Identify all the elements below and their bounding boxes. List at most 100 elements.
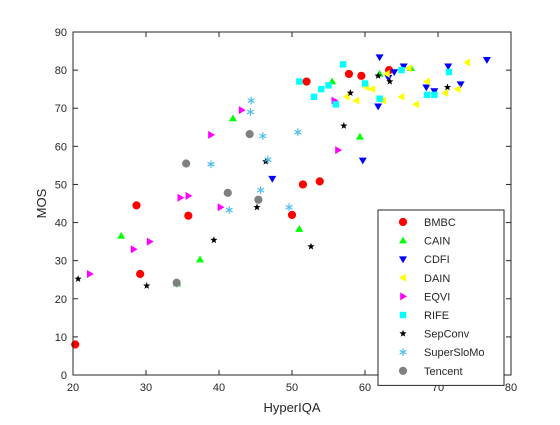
point-eqvi [208, 130, 215, 139]
point-sepconv [253, 203, 261, 211]
point-sepconv [340, 121, 348, 129]
y-tick-label: 70 [55, 103, 67, 115]
point-dain [368, 85, 376, 94]
point-dain [423, 77, 430, 86]
point-superslomo [246, 108, 254, 117]
point-bmbc [132, 201, 141, 210]
point-eqvi [217, 203, 225, 212]
x-tick-label: 20 [67, 382, 79, 394]
series-superslomo [173, 96, 302, 288]
point-bmbc [302, 77, 311, 86]
legend-marker-cdfi [399, 256, 407, 264]
point-bmbc [136, 269, 145, 279]
point-tencent [245, 130, 254, 139]
legend-label-cain: CAIN [424, 236, 450, 248]
point-eqvi [335, 146, 342, 155]
point-sepconv [346, 89, 355, 97]
legend-label-sepconv: SepConv [424, 329, 470, 341]
point-eqvi [86, 270, 94, 279]
point-rife [296, 78, 303, 85]
y-tick-label: 40 [55, 218, 67, 230]
legend-label-bmbc: BMBC [424, 217, 456, 229]
point-cdfi [456, 81, 465, 89]
point-cdfi [430, 88, 439, 96]
legend-marker-tencent [398, 366, 408, 375]
y-tick-label: 90 [55, 27, 67, 39]
point-cain [228, 114, 237, 122]
point-dain [404, 64, 412, 73]
point-sepconv [143, 282, 151, 289]
point-rife [318, 85, 325, 93]
series-rife [296, 61, 453, 108]
point-eqvi [146, 237, 154, 246]
y-axis-label: MOS [34, 188, 49, 218]
point-superslomo [257, 186, 265, 195]
point-cdfi [399, 63, 408, 71]
point-superslomo [247, 96, 255, 105]
point-sepconv [374, 72, 382, 79]
y-tick-label: 0 [61, 370, 67, 382]
point-tencent [223, 188, 232, 197]
point-cdfi [375, 54, 384, 62]
y-tick-label: 10 [55, 332, 67, 344]
point-superslomo [285, 203, 293, 212]
point-dain [441, 88, 449, 97]
point-superslomo [259, 132, 267, 141]
point-sepconv [210, 236, 218, 244]
point-cdfi [390, 69, 399, 77]
point-cdfi [358, 157, 367, 165]
series-bmbc [71, 66, 394, 349]
point-rife [398, 66, 405, 74]
legend: BMBC CAIN CDFI DAIN EQVI RIFE SepConv SuperSloM… [377, 209, 505, 386]
legend-box [377, 209, 505, 386]
series-sepconv [74, 72, 452, 289]
point-sepconv [443, 83, 452, 91]
legend-marker-bmbc [398, 217, 408, 227]
legend-label-cdfi: CDFI [424, 254, 450, 266]
point-cain [295, 225, 304, 232]
series-tencent [172, 130, 263, 287]
point-bmbc [315, 177, 324, 186]
x-tick-label: 50 [286, 382, 298, 394]
x-tick-label: 80 [505, 382, 517, 394]
point-superslomo [225, 205, 233, 214]
point-rife [339, 61, 347, 68]
point-dain [453, 85, 461, 94]
point-cain [355, 132, 364, 140]
y-tick-label: 50 [55, 179, 67, 191]
point-bmbc [287, 210, 297, 220]
y-tick-label: 20 [55, 294, 67, 306]
legend-marker-rife [399, 311, 407, 319]
legend-label-tencent: Tencent [424, 366, 463, 378]
point-tencent [182, 159, 191, 168]
point-dain [352, 96, 360, 105]
point-eqvi [130, 245, 138, 254]
series-cdfi [268, 54, 491, 183]
y-tick-label: 80 [55, 65, 67, 77]
y-tick-label: 60 [55, 141, 67, 153]
point-cdfi [268, 175, 277, 183]
x-axis-label: HyperIQA [263, 400, 320, 415]
legend-marker-dain [399, 273, 406, 282]
point-rife [361, 80, 369, 87]
point-rife [310, 93, 318, 100]
x-tick-label: 30 [140, 382, 152, 394]
point-sepconv [74, 275, 82, 283]
point-eqvi [185, 191, 193, 200]
point-rife [423, 91, 431, 99]
x-tick-label: 60 [359, 382, 371, 394]
point-superslomo [207, 160, 215, 169]
point-rife [445, 68, 453, 76]
point-cdfi [444, 63, 453, 71]
point-dain [463, 58, 470, 67]
point-rife [332, 101, 339, 108]
legend-label-eqvi: EQVI [424, 291, 450, 303]
legend-marker-eqvi [400, 292, 407, 301]
point-dain [382, 69, 390, 78]
point-cdfi [374, 103, 383, 111]
point-rife [325, 82, 332, 89]
x-tick-label: 40 [213, 382, 225, 394]
